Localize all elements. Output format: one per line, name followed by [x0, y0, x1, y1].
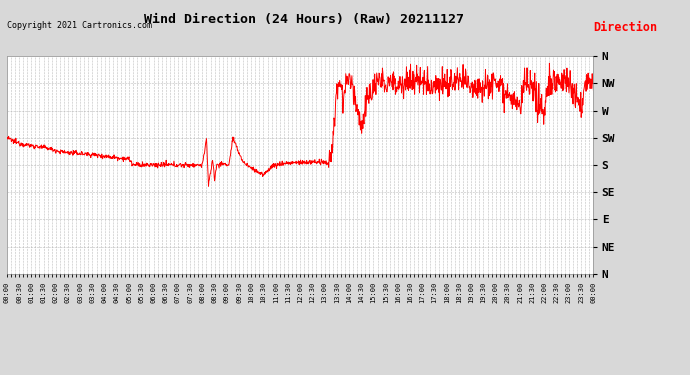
Text: Direction: Direction	[593, 21, 658, 34]
Text: Copyright 2021 Cartronics.com: Copyright 2021 Cartronics.com	[7, 21, 152, 30]
Text: Wind Direction (24 Hours) (Raw) 20211127: Wind Direction (24 Hours) (Raw) 20211127	[144, 13, 464, 26]
